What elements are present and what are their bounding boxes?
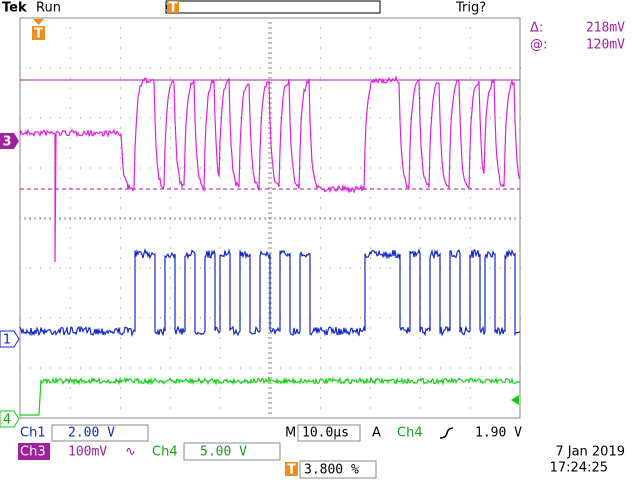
trigger-marker-t: T: [287, 463, 296, 478]
trigger-level-marker: [511, 395, 519, 405]
timebase-label: M: [285, 426, 296, 441]
delta-label: Δ:: [530, 21, 543, 36]
trigger-position-box: [299, 460, 377, 479]
delta-value: 218mV: [586, 21, 625, 36]
trigger-source: Ch4: [397, 426, 423, 441]
brand: Tek: [2, 1, 27, 16]
run-status: Run: [36, 1, 61, 16]
at-label: @:: [530, 38, 547, 53]
time: 17:24:25: [550, 461, 608, 476]
ch4-marker-label: 4: [3, 413, 11, 428]
ch3-scale: 100mV: [68, 445, 107, 460]
at-value: 120mV: [586, 38, 625, 53]
trigger-position-icon: [285, 462, 298, 476]
trigger-marker-t: T: [34, 27, 43, 42]
graticule-frame: [19, 17, 521, 419]
ch3-label: Ch3: [20, 445, 46, 460]
trigger-slope-icon: [439, 427, 454, 439]
ch4-marker: [0, 410, 20, 428]
trigger-position: 3.800 %: [304, 463, 359, 478]
trigger-marker-t: T: [169, 1, 178, 16]
trigger-marker: [32, 26, 45, 40]
ch4-trace: [20, 376, 521, 416]
trigger-arrow: [33, 19, 44, 25]
ch1-scale: 2.00 V: [68, 426, 115, 441]
timebase-value: 10.0µs: [302, 426, 349, 441]
ch1-box: [51, 424, 149, 442]
trigger-status: Trig?: [455, 1, 486, 16]
ch3-marker-label: 3: [2, 135, 11, 150]
ch1-trace: [19, 247, 521, 338]
ch4-box: [183, 442, 281, 461]
trigger-label: A: [372, 426, 381, 441]
date: 7 Jan 2019: [555, 445, 625, 460]
ch4-label: Ch4: [152, 445, 178, 460]
ch1-marker: [0, 330, 20, 348]
bandwidth-icon: ∿: [125, 445, 136, 460]
ch1-label: Ch1: [20, 426, 46, 441]
trigger-level: 1.90 V: [475, 426, 522, 441]
ch3-marker: [0, 133, 19, 149]
ch3-trace: [19, 74, 521, 263]
ch3-label-bg: [18, 443, 50, 460]
timebase-box: [297, 424, 361, 442]
ch4-scale: 5.00 V: [200, 445, 247, 460]
traces: [19, 74, 521, 416]
ch1-marker-label: 1: [3, 333, 11, 348]
trigger-position-marker: [167, 1, 179, 13]
